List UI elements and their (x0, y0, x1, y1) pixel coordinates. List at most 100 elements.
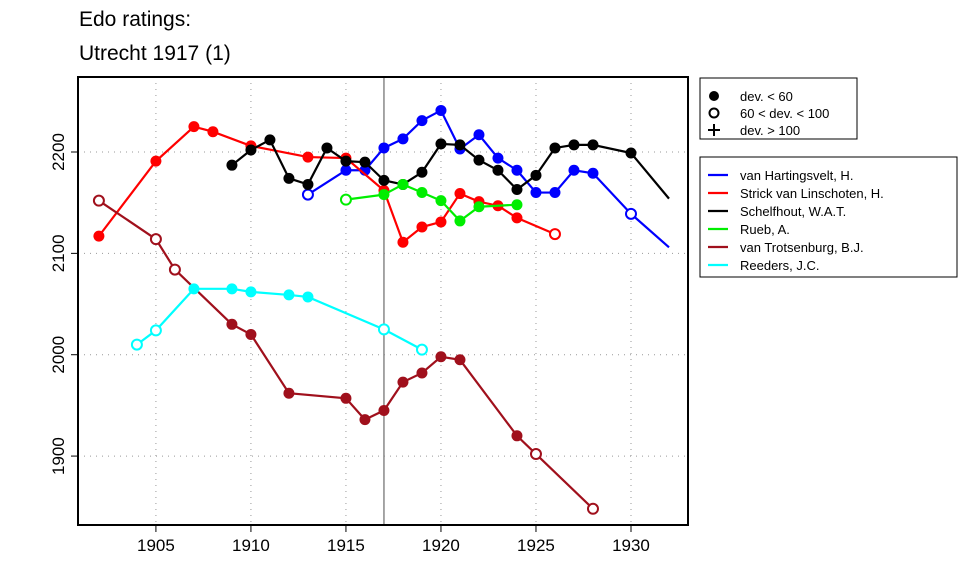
x-tick-label: 1905 (137, 536, 175, 555)
data-point-filled (416, 115, 428, 127)
series-line (98, 125, 556, 245)
data-point-filled (435, 351, 447, 363)
data-point-open (339, 193, 352, 206)
plot-frame (77, 76, 689, 526)
filled-circle-icon (709, 91, 719, 101)
data-point-open (377, 323, 390, 336)
data-point-filled (492, 164, 504, 176)
chart-title-line-2: Utrecht 1917 (1) (79, 42, 231, 65)
data-point-filled (587, 139, 599, 151)
data-point-open (149, 233, 162, 246)
series-line (307, 108, 670, 249)
series-van-trotsenburg-b-j- (92, 194, 599, 515)
data-point-filled (378, 142, 390, 154)
series-schelfhout-w-a-t- (226, 134, 670, 200)
data-point-filled (359, 156, 371, 168)
data-point-filled (530, 169, 542, 181)
data-point-filled (549, 142, 561, 154)
data-point-filled (397, 236, 409, 248)
series-line (231, 138, 670, 200)
data-point-filled (359, 414, 371, 426)
x-tick-label: 1920 (422, 536, 460, 555)
data-point-filled (207, 126, 219, 138)
y-tick-label: 2200 (49, 133, 68, 171)
series-line (98, 199, 594, 510)
data-point-filled (283, 172, 295, 184)
data-point-filled (264, 134, 276, 146)
data-point-filled (492, 152, 504, 164)
data-point-filled (587, 167, 599, 179)
open-circle-icon (708, 107, 720, 119)
marker-legend-label: dev. < 60 (740, 89, 793, 104)
legend-label: Rueb, A. (740, 222, 790, 237)
legend-label: van Trotsenburg, B.J. (740, 240, 864, 255)
data-point-open (301, 188, 314, 201)
series-rueb-a- (339, 178, 523, 227)
data-point-filled (321, 142, 333, 154)
data-point-filled (435, 216, 447, 228)
marker-legend-box (699, 77, 858, 140)
data-point-filled (226, 159, 238, 171)
series-line (345, 183, 518, 223)
data-point-filled (454, 188, 466, 200)
y-tick-label: 2100 (49, 234, 68, 272)
y-tick-label: 1900 (49, 437, 68, 475)
data-point-filled (245, 286, 257, 298)
legend-label: Schelfhout, W.A.T. (740, 204, 846, 219)
data-point-filled (378, 404, 390, 416)
data-point-open (529, 448, 542, 461)
legend-label: Reeders, J.C. (740, 258, 819, 273)
data-point-open (92, 194, 105, 207)
series-legend-box (699, 156, 958, 278)
data-point-filled (378, 189, 390, 201)
data-point-filled (340, 164, 352, 176)
data-point-filled (511, 212, 523, 224)
data-point-filled (150, 155, 162, 167)
data-point-open (415, 343, 428, 356)
data-point-filled (435, 104, 447, 116)
data-point-filled (397, 178, 409, 190)
data-point-filled (454, 215, 466, 227)
series-strick-van-linschoten-h- (93, 121, 561, 248)
x-tick-label: 1925 (517, 536, 555, 555)
legend-label: Strick van Linschoten, H. (740, 186, 884, 201)
x-tick-label: 1915 (327, 536, 365, 555)
data-point-filled (454, 139, 466, 151)
data-point-open (149, 324, 162, 337)
data-point-filled (188, 283, 200, 295)
data-point-filled (283, 289, 295, 301)
data-point-open (548, 228, 561, 241)
data-point-filled (93, 230, 105, 242)
data-point-filled (340, 392, 352, 404)
data-point-filled (302, 291, 314, 303)
x-tick-label: 1910 (232, 536, 270, 555)
data-point-filled (473, 154, 485, 166)
data-point-open (586, 502, 599, 515)
data-point-filled (302, 151, 314, 163)
data-point-filled (511, 164, 523, 176)
data-point-filled (245, 328, 257, 340)
data-point-filled (625, 147, 637, 159)
data-point-filled (226, 283, 238, 295)
data-point-filled (511, 430, 523, 442)
data-point-filled (397, 376, 409, 388)
y-tick-label: 2000 (49, 336, 68, 374)
data-point-filled (188, 121, 200, 133)
data-point-filled (283, 387, 295, 399)
data-point-open (168, 263, 181, 276)
chart-title-line-1: Edo ratings: (79, 8, 192, 31)
data-point-open (624, 207, 637, 220)
x-tick-label: 1930 (612, 536, 650, 555)
data-point-filled (340, 155, 352, 167)
legend-label: van Hartingsvelt, H. (740, 168, 853, 183)
marker-legend-label: 60 < dev. < 100 (740, 106, 829, 121)
data-point-filled (530, 187, 542, 199)
data-point-filled (416, 221, 428, 233)
data-point-filled (416, 166, 428, 178)
data-point-filled (435, 138, 447, 150)
data-point-filled (511, 199, 523, 211)
data-point-filled (549, 187, 561, 199)
series-van-hartingsvelt-h- (301, 104, 670, 249)
data-point-filled (397, 133, 409, 145)
